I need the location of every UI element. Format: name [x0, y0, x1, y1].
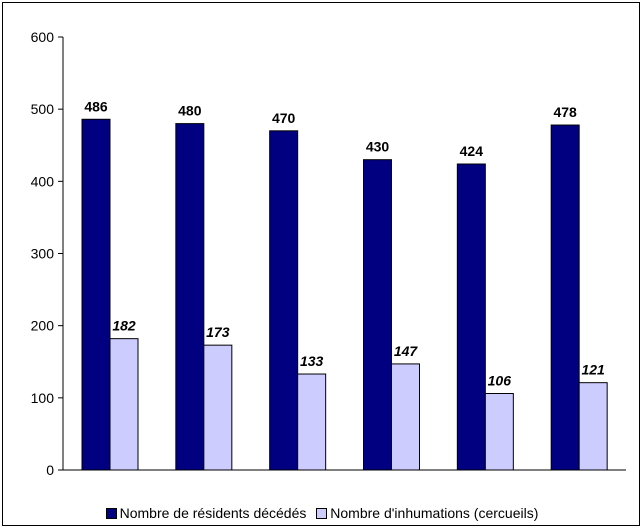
data-label-deaths: 480 — [178, 103, 202, 119]
bar-burials — [297, 373, 327, 471]
y-tick-label: 0 — [46, 462, 54, 478]
data-label-burials: 121 — [581, 362, 605, 378]
data-label-burials: 173 — [206, 324, 230, 340]
chart-bars — [81, 118, 608, 471]
bar-deaths — [269, 130, 299, 471]
data-label-deaths: 486 — [84, 98, 108, 114]
y-tick-label: 600 — [31, 29, 55, 45]
bar-burials — [484, 393, 514, 471]
legend-item-deaths: Nombre de résidents décédés — [105, 505, 307, 521]
bar-burials — [109, 338, 139, 471]
data-label-burials: 106 — [488, 373, 512, 389]
legend-swatch-deaths — [105, 507, 117, 519]
bar-chart: 0 100 200 300 400 500 600 486 480 470 430 424 478 18… — [31, 29, 626, 478]
bar-burials — [578, 382, 608, 471]
legend-swatch-burials — [316, 507, 328, 519]
bar-deaths — [550, 124, 580, 471]
bar-deaths — [81, 118, 111, 471]
bar-deaths — [363, 159, 392, 471]
data-label-burials: 147 — [394, 343, 419, 359]
bar-burials — [391, 363, 420, 471]
y-tick-label: 400 — [31, 173, 55, 189]
data-label-burials: 133 — [300, 353, 324, 369]
bar-burials — [203, 344, 233, 471]
legend-label-burials: Nombre d'inhumations (cercueils) — [330, 505, 539, 521]
bar-deaths — [175, 123, 205, 471]
legend-label-deaths: Nombre de résidents décédés — [119, 505, 307, 521]
data-label-deaths: 470 — [272, 110, 296, 126]
chart-data-labels: 486 480 470 430 424 478 182 173 133 147 106 121 — [84, 98, 605, 388]
y-tick-label: 100 — [31, 390, 55, 406]
data-label-deaths: 430 — [366, 139, 390, 155]
data-label-deaths: 424 — [460, 143, 484, 159]
chart-legend: Nombre de résidents décédés Nombre d'inh… — [0, 505, 644, 522]
y-tick-label: 200 — [31, 318, 55, 334]
bar-deaths — [456, 163, 486, 471]
chart-axes: 0 100 200 300 400 500 600 — [31, 29, 626, 478]
y-tick-label: 300 — [31, 246, 55, 262]
legend-item-burials: Nombre d'inhumations (cercueils) — [316, 505, 538, 521]
data-label-burials: 182 — [112, 318, 136, 334]
y-tick-label: 500 — [31, 101, 55, 117]
data-label-deaths: 478 — [553, 104, 577, 120]
